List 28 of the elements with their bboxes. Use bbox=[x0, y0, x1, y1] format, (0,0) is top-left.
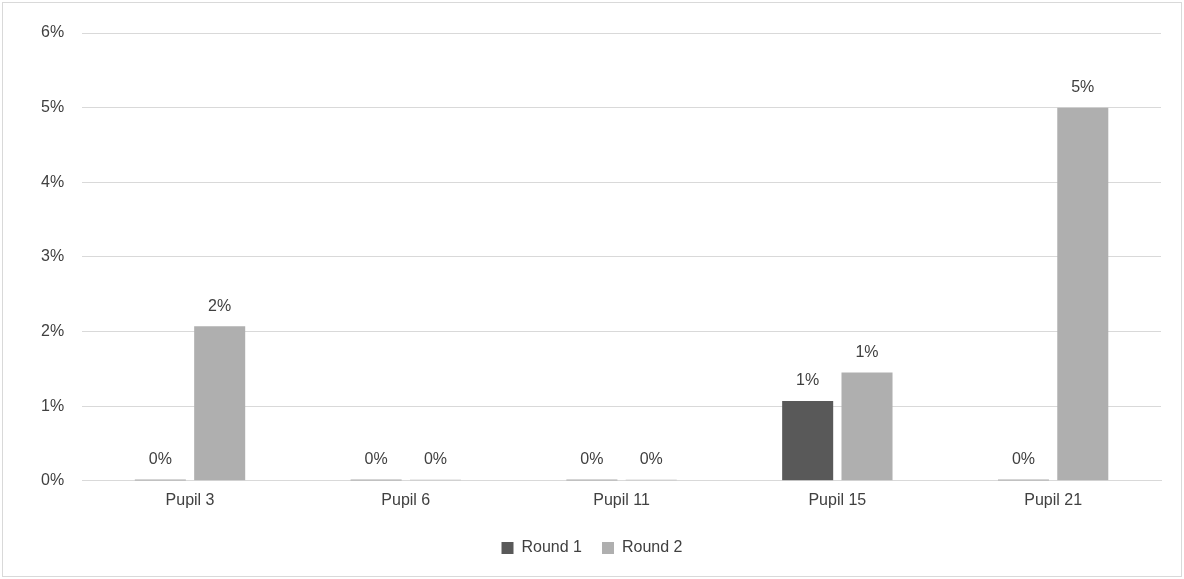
bar bbox=[782, 400, 834, 481]
data-label: 2% bbox=[208, 296, 232, 314]
bar bbox=[1057, 107, 1109, 481]
x-tick-label: Pupil 21 bbox=[1024, 490, 1083, 508]
data-label: 1% bbox=[796, 371, 820, 389]
y-tick-label: 0% bbox=[41, 471, 65, 489]
bar bbox=[194, 326, 246, 481]
x-tick-label: Pupil 3 bbox=[165, 490, 215, 508]
x-tick-label: Pupil 15 bbox=[808, 490, 867, 508]
data-label: 0% bbox=[639, 450, 663, 468]
data-label: 0% bbox=[580, 450, 604, 468]
data-label: 0% bbox=[148, 450, 172, 468]
y-tick-label: 1% bbox=[41, 396, 65, 414]
y-tick-label: 5% bbox=[41, 98, 65, 116]
data-label: 0% bbox=[1011, 450, 1036, 468]
legend-label: Round 1 bbox=[521, 538, 583, 556]
legend-label: Round 2 bbox=[622, 538, 683, 556]
x-tick-label: Pupil 6 bbox=[381, 490, 431, 508]
y-tick-label: 2% bbox=[41, 321, 65, 339]
y-tick-label: 4% bbox=[41, 172, 65, 190]
x-tick-label: Pupil 11 bbox=[593, 490, 650, 508]
y-tick-label: 6% bbox=[41, 23, 65, 41]
data-label: 5% bbox=[1071, 78, 1095, 96]
data-label: 0% bbox=[364, 450, 388, 468]
bar bbox=[841, 372, 893, 481]
y-tick-label: 3% bbox=[41, 247, 65, 265]
data-label: 0% bbox=[423, 450, 448, 468]
data-label: 1% bbox=[855, 342, 879, 360]
